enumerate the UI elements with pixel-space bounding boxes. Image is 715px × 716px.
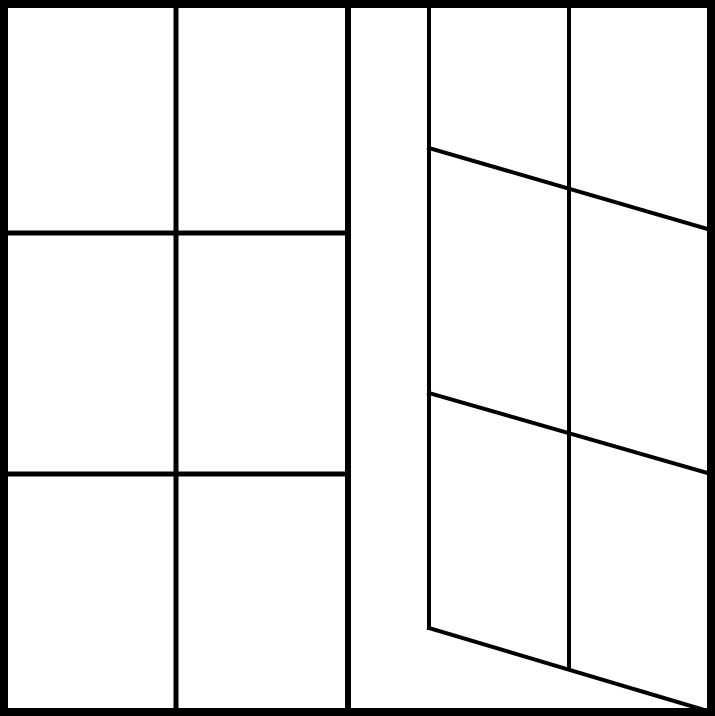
left-window	[1, 1, 351, 715]
right-window-bottom-edge	[426, 625, 714, 715]
right-window	[426, 2, 714, 715]
right-window-rail-1	[426, 145, 714, 233]
right-window-rail-2	[426, 390, 714, 477]
